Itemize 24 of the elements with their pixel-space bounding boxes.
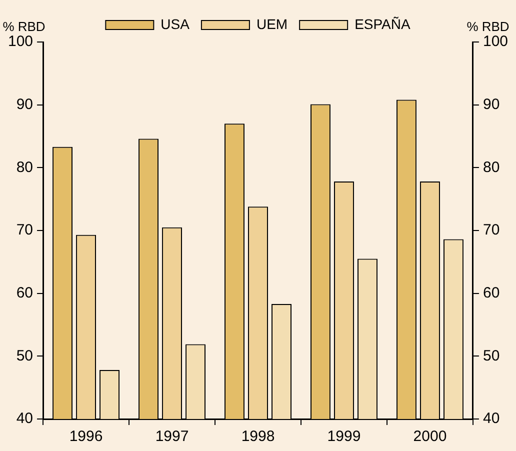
y-tick-label: 50 (16, 347, 34, 364)
y-tick-label: 70 (16, 222, 34, 239)
x-tick-label: 1996 (69, 428, 103, 446)
y-axis-title: % RBD (2, 19, 46, 34)
y2-tick-label: 50 (482, 347, 500, 364)
y2-tick-label: 80 (482, 158, 500, 176)
y2-tick-label: 70 (482, 222, 500, 239)
y2-axis-title: % RBD (466, 19, 510, 34)
legend-label: ESPAÑA (354, 16, 411, 32)
y-tick-label: 80 (16, 158, 34, 176)
legend-label: USA (160, 16, 190, 32)
y2-tick-label: 90 (482, 96, 500, 113)
y-tick-label: 100 (8, 33, 34, 50)
y-tick-label: 40 (16, 410, 34, 428)
y2-tick-label: 100 (482, 33, 508, 50)
x-tick-label: 1997 (155, 428, 189, 446)
y2-tick-label: 40 (482, 410, 500, 428)
x-tick-label: 1999 (327, 428, 361, 446)
y-tick-label: 90 (16, 96, 34, 113)
y-tick-label: 60 (16, 284, 34, 302)
x-tick-label: 2000 (413, 428, 447, 446)
y2-tick-label: 60 (482, 284, 500, 302)
legend-label: UEM (256, 16, 288, 32)
x-tick-label: 1998 (241, 428, 275, 446)
